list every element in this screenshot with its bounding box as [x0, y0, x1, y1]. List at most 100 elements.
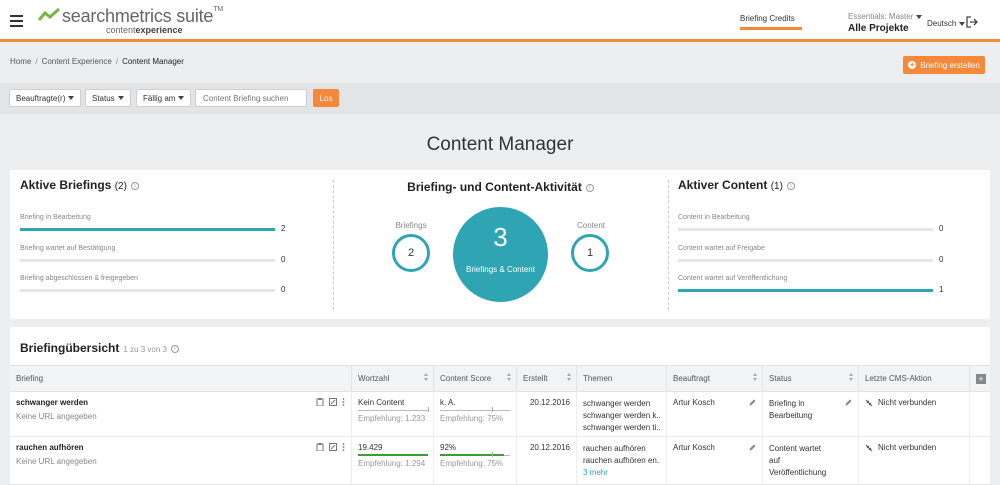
pencil-icon[interactable]: [749, 399, 756, 406]
table-row[interactable]: schwanger werden Keine URL angegeben Kei…: [10, 392, 990, 437]
col-word-count[interactable]: Wortzahl: [352, 366, 434, 391]
logo-text: searchmetrics suiteTM: [62, 6, 223, 26]
activity-panel: Briefing- und Content-Aktivität i Briefin…: [333, 170, 668, 319]
cell-created: 20.12.2016: [517, 437, 577, 484]
edit-content-icon[interactable]: [329, 398, 337, 406]
cell-content-score: 92% Empfehlung: 75%: [434, 437, 517, 484]
more-topics-link[interactable]: 3 mehr: [583, 468, 608, 477]
col-content-score[interactable]: Content Score: [434, 366, 517, 391]
briefing-name[interactable]: schwanger werden: [16, 398, 89, 407]
project-selector[interactable]: Essentials: Master Alle Projekte: [848, 12, 923, 34]
edit-content-icon[interactable]: [329, 443, 337, 451]
result-range: 1 zu 3 von 3: [123, 345, 167, 354]
col-assignee[interactable]: Beauftragt: [667, 366, 763, 391]
col-cms-action[interactable]: Letzte CMS-Aktion: [859, 366, 970, 391]
more-options-icon[interactable]: [342, 443, 345, 451]
active-content-title: Aktiver Content (1) i: [678, 178, 795, 192]
cell-cms-action: Nicht verbunden: [859, 437, 970, 484]
briefing-search-input[interactable]: [195, 89, 307, 107]
status-filter[interactable]: Status: [85, 89, 131, 107]
briefing-credits-link[interactable]: Briefing Credits: [740, 14, 795, 23]
col-topics[interactable]: Themen: [577, 366, 667, 391]
stat-content-awaiting-approval: Content wartet auf Freigabe 0: [678, 245, 944, 264]
create-briefing-label: Briefing erstellen: [920, 60, 980, 70]
unlink-icon: [865, 444, 873, 451]
language-selector[interactable]: Deutsch: [927, 19, 966, 28]
pencil-icon[interactable]: [845, 399, 852, 406]
search-go-button[interactable]: Los: [313, 89, 339, 107]
more-options-icon[interactable]: [342, 398, 345, 406]
col-created[interactable]: Erstellt: [517, 366, 577, 391]
chevron-down-icon: [178, 96, 185, 100]
sort-icon[interactable]: [507, 373, 512, 381]
active-briefings-panel: Aktive Briefings (2) i Briefing in Bearbe…: [10, 170, 333, 319]
info-icon[interactable]: i: [585, 183, 594, 192]
info-icon[interactable]: i: [786, 181, 795, 190]
activity-title: Briefing- und Content-Aktivität i: [333, 180, 668, 194]
col-status[interactable]: Status: [763, 366, 859, 391]
chevron-down-icon: [916, 14, 923, 19]
clipboard-icon[interactable]: [316, 398, 324, 406]
clipboard-icon[interactable]: [316, 443, 324, 451]
add-column-icon[interactable]: +: [976, 374, 986, 384]
plus-icon: +: [908, 60, 917, 69]
project-name: Alle Projekte: [848, 23, 909, 34]
cell-assignee: Artur Kosch: [667, 437, 763, 484]
cell-briefing: schwanger werden Keine URL angegeben: [10, 392, 352, 436]
briefing-name[interactable]: rauchen aufhören: [16, 443, 84, 452]
panel-divider: [333, 180, 334, 310]
stat-bar: [20, 228, 275, 231]
stat-briefing-in-progress: Briefing in Bearbeitung 2: [20, 214, 286, 233]
due-date-filter[interactable]: Fällig am: [136, 89, 192, 107]
content-count-circle: 1: [571, 234, 609, 272]
table-header: Briefing Wortzahl Content Score Erstellt…: [10, 365, 990, 392]
logout-icon[interactable]: [966, 16, 978, 28]
table-row[interactable]: rauchen aufhören Keine URL angegeben 19.…: [10, 437, 990, 485]
cell-topics: schwanger werden schwanger werden k... s…: [577, 392, 667, 436]
cell-assignee: Artur Kosch: [667, 392, 763, 436]
info-icon[interactable]: i: [130, 181, 139, 190]
breadcrumb-home[interactable]: Home: [10, 57, 32, 66]
stat-content-awaiting-publication: Content wartet auf Veröffentlichung 1: [678, 275, 944, 294]
cell-topics: rauchen aufhören rauchen aufhören en... …: [577, 437, 667, 484]
chevron-down-icon: [117, 96, 124, 100]
cell-content-score: k. A. Empfehlung: 75%: [434, 392, 517, 436]
top-bar: searchmetrics suiteTM contentexperience …: [0, 0, 1000, 42]
cell-cms-action: Nicht verbunden: [859, 392, 970, 436]
col-briefing[interactable]: Briefing: [10, 366, 352, 391]
sort-icon[interactable]: [849, 373, 854, 381]
sort-icon[interactable]: [753, 373, 758, 381]
info-icon[interactable]: i: [170, 344, 179, 353]
create-briefing-button[interactable]: + Briefing erstellen: [903, 56, 985, 74]
page-title: Content Manager: [426, 134, 574, 155]
briefing-url: Keine URL angegeben: [16, 457, 97, 466]
briefings-count-circle: 2: [392, 234, 430, 272]
unlink-icon: [865, 399, 873, 406]
cell-briefing: rauchen aufhören Keine URL angegeben: [10, 437, 352, 484]
panel-divider: [668, 180, 669, 310]
pencil-icon[interactable]: [749, 444, 756, 451]
total-count: 3: [493, 222, 508, 252]
sort-icon[interactable]: [424, 373, 429, 381]
briefing-url: Keine URL angegeben: [16, 412, 97, 421]
sort-icon[interactable]: [567, 373, 572, 381]
logo-subtext: contentexperience: [106, 25, 183, 35]
assignee-filter[interactable]: Beauftragte(r): [9, 89, 82, 107]
cell-word-count: 19.429 Empfehlung: 1.294: [352, 437, 434, 484]
breadcrumb-content-experience[interactable]: Content Experience: [41, 57, 112, 66]
stat-briefing-awaiting-confirmation: Briefing wartet auf Bestätigung 0: [20, 245, 286, 264]
stat-bar: [678, 289, 933, 292]
chevron-down-icon: [68, 96, 75, 100]
active-briefings-title: Aktive Briefings (2) i: [20, 178, 139, 192]
project-account: Essentials: Master: [848, 12, 914, 21]
cell-word-count: Kein Content Empfehlung: 1.233: [352, 392, 434, 436]
cell-status: Content wartet auf Veröffentlichung: [763, 437, 859, 484]
filter-bar: Beauftragte(r) Status Fällig am Los: [0, 83, 1000, 114]
menu-icon[interactable]: [10, 15, 23, 27]
breadcrumb-current: Content Manager: [122, 57, 184, 66]
cell-status: Briefing in Bearbeitung: [763, 392, 859, 436]
briefings-circle-label: Briefings: [395, 221, 427, 230]
chevron-down-icon: [959, 21, 966, 26]
